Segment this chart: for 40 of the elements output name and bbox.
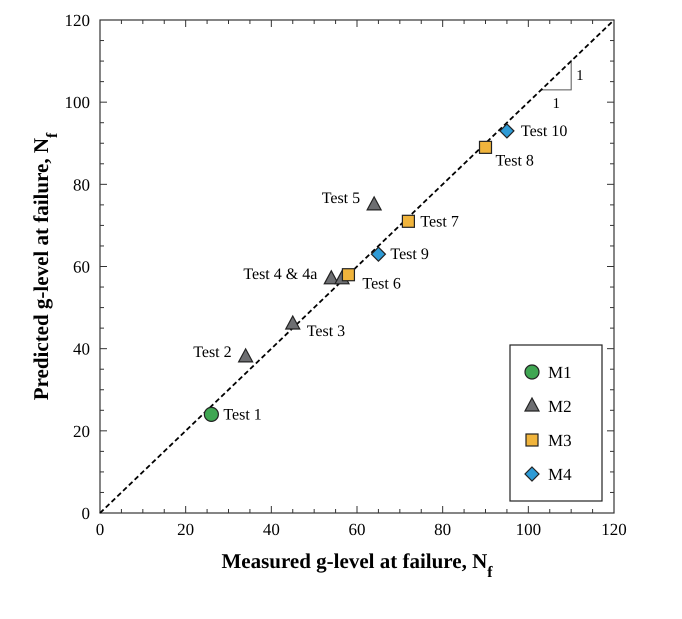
point [499,123,515,139]
annotation: Test 3 [306,323,346,340]
annotation: Test 4 & 4a [243,266,318,283]
point [238,348,254,362]
annotation: Test 9 [390,246,429,264]
y-tick-label: 20 [73,422,90,441]
point [370,246,386,262]
x-tick-label: 100 [516,520,542,539]
annotation: Test 10 [520,122,568,140]
point [402,214,415,228]
legend-label: M3 [548,431,572,450]
y-tick-label: 80 [73,175,90,194]
x-axis-title: Measured g-level at failure, N$_{f}$ [221,549,494,580]
annotation: Test 8 [496,152,534,170]
x-tick-label: 20 [177,520,194,539]
point [285,315,300,330]
x-tick-label: 40 [262,520,280,539]
legend-label: M4 [548,465,572,484]
x-tick-label: 0 [96,520,104,539]
x-tick-label: 120 [601,520,627,539]
y-tick-label: 0 [82,504,90,523]
annotation: Test 2 [193,344,232,361]
x-tick-label: 80 [434,520,452,539]
annotation: Test 6 [362,276,401,293]
annotation: 1 [576,68,584,84]
annotation: Test 1 [223,406,262,424]
y-tick-label: 100 [64,93,90,112]
point [324,270,339,284]
legend-label: M2 [548,397,572,416]
point [478,140,492,154]
point [342,268,356,282]
point [366,196,382,210]
y-tick-label: 120 [64,11,90,30]
x-tick-label: 60 [348,520,366,539]
legend-label: M1 [548,363,572,382]
annotation: Test 5 [322,190,360,207]
annotation: Test 7 [420,213,459,230]
y-tick-label: 60 [73,258,90,276]
annotation: 1 [552,96,560,112]
y-tick-label: 40 [73,340,90,359]
